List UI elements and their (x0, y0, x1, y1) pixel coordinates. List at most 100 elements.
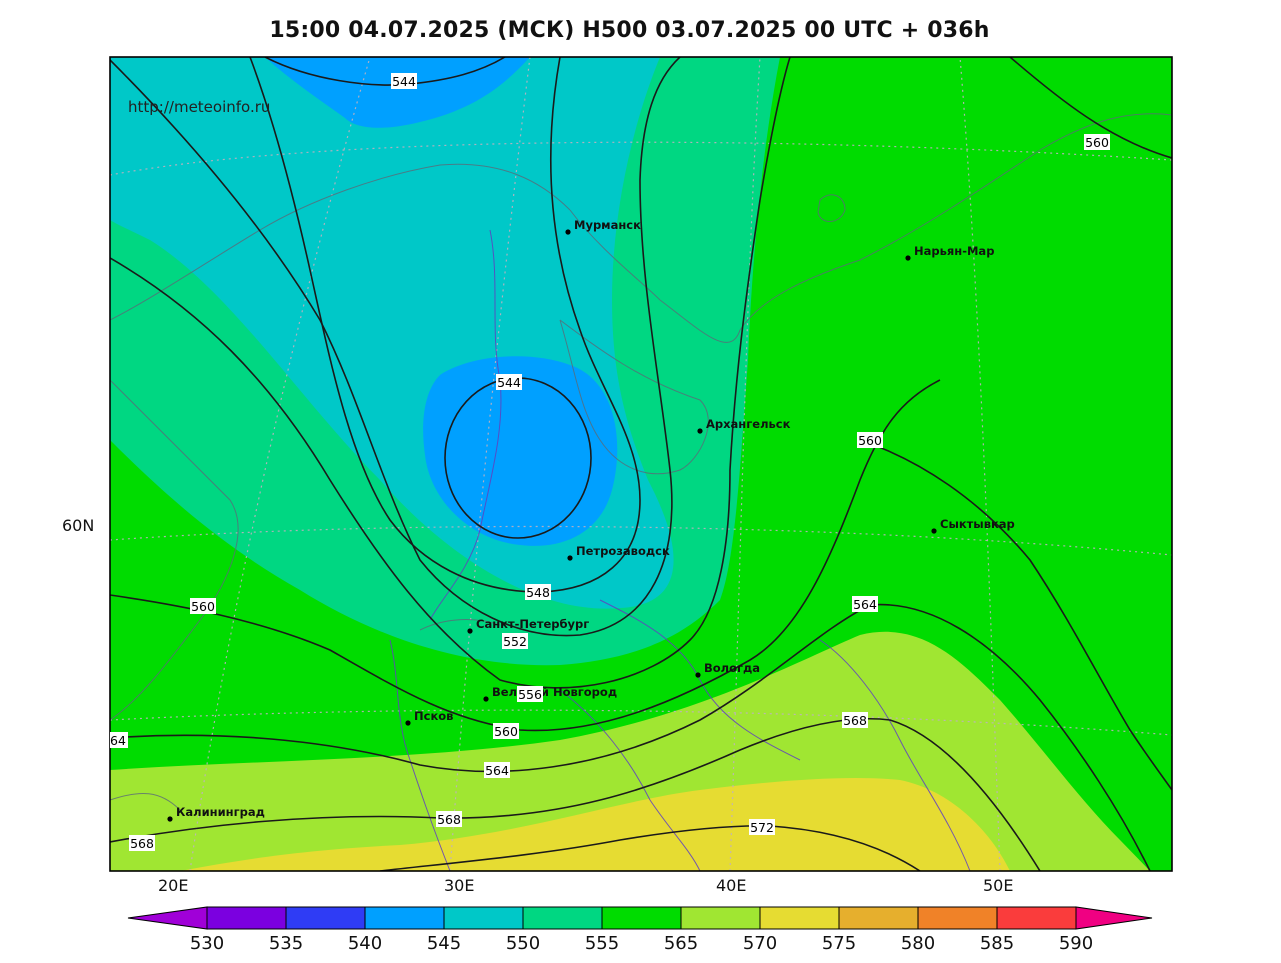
svg-text:548: 548 (526, 585, 550, 600)
contour-label: 568 (436, 811, 462, 827)
city-marker: Калининград (167, 805, 265, 822)
colorbar-min-arrow (127, 906, 208, 930)
city-markers: Мурманск Нарьян-Мар Архангельск Сыктывкар Пе… (167, 218, 1015, 822)
city-dot (695, 672, 701, 678)
colorbar-tick-label: 535 (269, 933, 303, 954)
city-dot (905, 255, 911, 261)
svg-text:564: 564 (853, 597, 877, 612)
colorbar-tick-label: 580 (901, 933, 935, 954)
colorbar-cell (759, 906, 840, 930)
city-marker: Санкт-Петербург (467, 617, 589, 634)
lon-label-20e: 20E (158, 876, 188, 895)
colorbar-tick-label: 585 (980, 933, 1014, 954)
colorbar-cell (680, 906, 761, 930)
city-label: Мурманск (574, 218, 641, 232)
city-dot (931, 528, 937, 534)
city-label: Архангельск (706, 417, 791, 431)
svg-text:552: 552 (503, 634, 527, 649)
city-dot (565, 229, 571, 235)
city-dot (567, 555, 573, 561)
contour-label: 544 (496, 374, 522, 390)
lon-label-30e: 30E (444, 876, 474, 895)
contour-labels: 544 544 548 552 556 560 560 560 560 64 5… (110, 73, 1110, 851)
colorbar-tick-label: 530 (190, 933, 224, 954)
colorbar-tick-label: 550 (506, 933, 540, 954)
colorbar-cell (364, 906, 445, 930)
city-marker: Мурманск (565, 218, 641, 235)
city-label: Вологда (704, 661, 760, 675)
contour-label: 560 (493, 723, 519, 739)
svg-text:568: 568 (843, 713, 867, 728)
coastlines (110, 113, 1172, 811)
colorbar-cell (443, 906, 524, 930)
city-marker: Архангельск (697, 417, 791, 434)
contour-552 (110, 57, 681, 637)
contour-label: 568 (842, 712, 868, 728)
contour-572 (379, 825, 921, 871)
lon-label-50e: 50E (983, 876, 1013, 895)
contour-label: 560 (857, 432, 883, 448)
city-dot (167, 816, 173, 822)
city-marker: Сыктывкар (931, 517, 1015, 534)
contour-556 (110, 57, 791, 689)
city-label: Сыктывкар (940, 517, 1015, 531)
city-dot (467, 628, 473, 634)
colorbar-tick-label: 575 (822, 933, 856, 954)
city-label: Санкт-Петербург (476, 617, 589, 631)
contour-label: 548 (525, 584, 551, 600)
colorbar-tick-label: 590 (1059, 933, 1093, 954)
colorbar-cell (996, 906, 1077, 930)
contour-label: 564 (852, 596, 878, 612)
city-dot (405, 720, 411, 726)
svg-text:572: 572 (750, 820, 774, 835)
contour-label: 560 (1084, 134, 1110, 150)
map-frame (109, 56, 1173, 872)
svg-text:560: 560 (494, 724, 518, 739)
band-545-550-center (423, 356, 618, 546)
city-label: Псков (414, 709, 453, 723)
contour-label: 560 (190, 598, 216, 614)
city-dot (697, 428, 703, 434)
colorbar-cell (601, 906, 682, 930)
lat-label-60n: 60N (62, 516, 94, 535)
band-575-580 (180, 778, 1010, 871)
city-marker: Вологда (695, 661, 760, 678)
city-marker: Петрозаводск (567, 544, 670, 561)
contour-label: 544 (391, 73, 417, 89)
colorbar-tick-label: 565 (664, 933, 698, 954)
colorbar-tick-label: 540 (348, 933, 382, 954)
contour-label: 572 (749, 819, 775, 835)
contour-label: 556 (517, 686, 543, 702)
contour-564 (110, 603, 1151, 871)
graticule (110, 57, 1172, 871)
colorbar-cell (838, 906, 919, 930)
city-label: Нарьян-Мар (914, 244, 994, 258)
colorbar-max-arrow (1075, 906, 1153, 930)
map-title: 15:00 04.07.2025 (МСК) H500 03.07.2025 0… (269, 18, 990, 43)
contour-568 (110, 717, 1041, 871)
contour-label: 564 (484, 762, 510, 778)
contour-560-east (859, 439, 1172, 791)
svg-text:556: 556 (518, 687, 542, 702)
contour-560-ne (1009, 57, 1172, 159)
svg-text:560: 560 (858, 433, 882, 448)
svg-text:564: 564 (485, 763, 509, 778)
city-label: Петрозаводск (576, 544, 670, 558)
svg-text:64: 64 (110, 733, 126, 748)
colorbar-cell (522, 906, 603, 930)
svg-text:544: 544 (392, 74, 416, 89)
borders (389, 229, 971, 871)
city-label: Калининград (176, 805, 265, 819)
watermark: http://meteoinfo.ru (128, 98, 270, 116)
city-dot (483, 696, 489, 702)
lon-label-40e: 40E (716, 876, 746, 895)
city-marker: Псков (405, 709, 453, 726)
contour-label: 64 (110, 732, 128, 748)
svg-text:560: 560 (191, 599, 215, 614)
city-marker: Нарьян-Мар (905, 244, 994, 261)
svg-text:560: 560 (1085, 135, 1109, 150)
svg-text:568: 568 (437, 812, 461, 827)
colorbar-cell (206, 906, 287, 930)
